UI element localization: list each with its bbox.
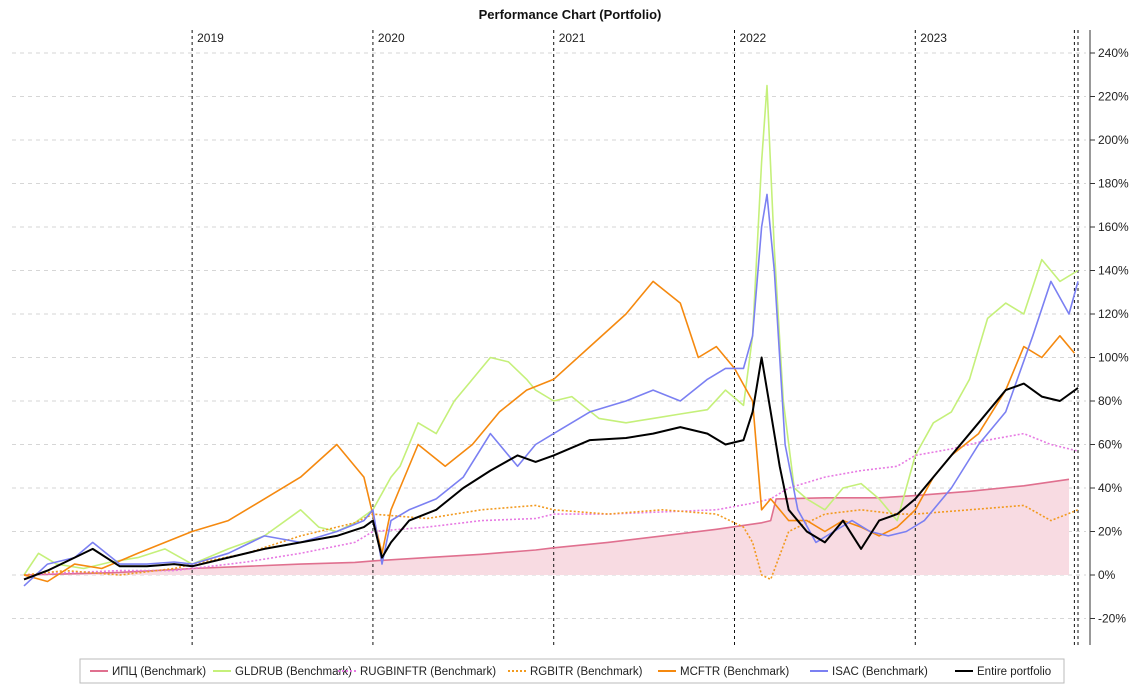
legend-label-3[interactable]: RGBITR (Benchmark) xyxy=(530,666,643,678)
y-tick-label: 140% xyxy=(1098,264,1129,278)
y-tick-label: 180% xyxy=(1098,177,1129,191)
y-tick-label: 100% xyxy=(1098,351,1129,365)
series-line-3 xyxy=(23,504,1079,581)
series-line-1 xyxy=(23,84,1079,576)
y-tick-label: 0% xyxy=(1098,568,1116,582)
series-line-2 xyxy=(23,432,1079,576)
fill-layer xyxy=(24,479,1069,575)
y-tick-label: 60% xyxy=(1098,438,1122,452)
legend-label-5[interactable]: ISAC (Benchmark) xyxy=(832,666,928,678)
year-label: 2023 xyxy=(920,31,947,45)
year-label: 2020 xyxy=(378,31,405,45)
y-tick-label: 240% xyxy=(1098,46,1129,60)
y-tick-label: 160% xyxy=(1098,220,1129,234)
y-tick-label: 220% xyxy=(1098,90,1129,104)
y-tick-label: 20% xyxy=(1098,525,1122,539)
year-label: 2019 xyxy=(197,31,224,45)
year-marker-layer: 2019 2020 2021 2022 2023 xyxy=(191,30,1079,645)
series-line-6 xyxy=(23,356,1079,581)
legend: ИПЦ (Benchmark) GLDRUB (Benchmark) RUGBINF… xyxy=(79,658,1065,684)
year-label: 2022 xyxy=(740,31,767,45)
legend-label-6[interactable]: Entire portfolio xyxy=(977,666,1051,678)
legend-label-0[interactable]: ИПЦ (Benchmark) xyxy=(112,666,206,678)
legend-label-2[interactable]: RUGBINFTR (Benchmark) xyxy=(360,666,496,678)
y-tick-label: 40% xyxy=(1098,481,1122,495)
series-line-4 xyxy=(23,280,1076,583)
year-label: 2021 xyxy=(559,31,586,45)
legend-label-4[interactable]: MCFTR (Benchmark) xyxy=(680,666,789,678)
series-line-5 xyxy=(23,193,1079,587)
chart-title: Performance Chart (Portfolio) xyxy=(479,7,662,22)
y-tick-label: 120% xyxy=(1098,307,1129,321)
legend-box xyxy=(79,658,1065,684)
series-layer xyxy=(23,84,1079,587)
series-fill-0 xyxy=(24,479,1069,575)
y-tick-label: 80% xyxy=(1098,394,1122,408)
y-tick-label: -20% xyxy=(1098,612,1126,626)
legend-label-1[interactable]: GLDRUB (Benchmark) xyxy=(235,666,352,678)
y-axis: -20% 0% 20% 40% 60% 80% 100% 120% 140% 160% 180% 20… xyxy=(1089,30,1129,645)
y-tick-label: 200% xyxy=(1098,133,1129,147)
